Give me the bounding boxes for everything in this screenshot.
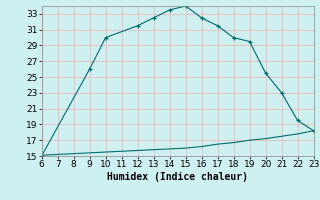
X-axis label: Humidex (Indice chaleur): Humidex (Indice chaleur) (107, 172, 248, 182)
